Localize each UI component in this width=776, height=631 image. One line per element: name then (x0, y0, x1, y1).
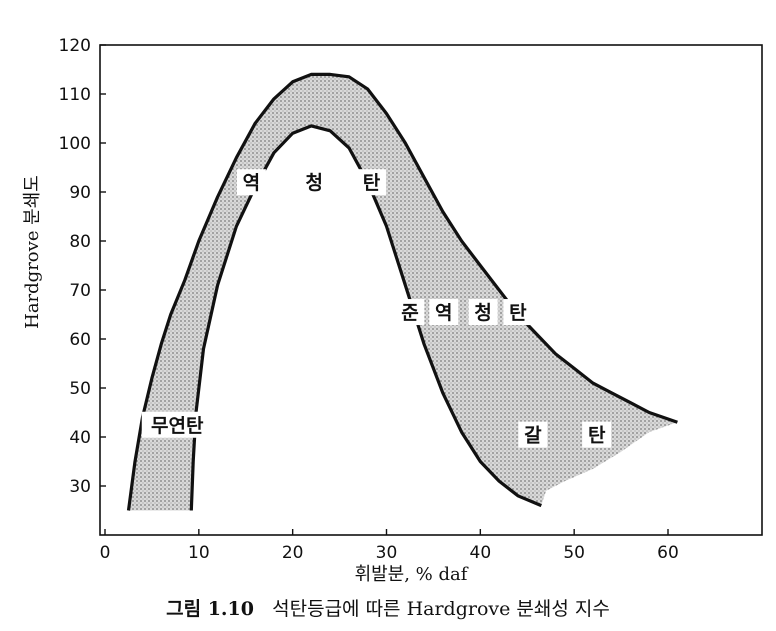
y-axis-title: Hardgrove 분쇄도 (22, 175, 43, 329)
region-label: 갈 (518, 421, 548, 448)
region-label-bg (503, 299, 533, 326)
x-axis-title: 휘발분, % daf (355, 564, 469, 585)
inner-boundary-line (189, 124, 542, 511)
region-label-text: 역 (435, 302, 452, 324)
region-label-text: 준 (401, 302, 418, 324)
y-tick-label: 50 (69, 379, 91, 399)
y-tick-label: 60 (69, 330, 91, 350)
y-tick-label: 120 (59, 36, 91, 56)
chart-svg: 0 10 20 30 40 50 60 30 40 50 60 70 80 90 100 110 120 무연탄… (22, 36, 763, 585)
x-tick-label: 20 (282, 543, 304, 563)
x-tick-label: 10 (188, 543, 210, 563)
region-label: 탄 (503, 299, 533, 326)
region-label-bg (429, 299, 459, 326)
region-label-text: 역 (243, 172, 260, 194)
figure-number: 그림 1.10 (166, 598, 254, 620)
region-label-text: 탄 (363, 172, 381, 194)
outer-boundary-line (126, 72, 678, 511)
x-tick-label: 0 (100, 543, 111, 563)
y-tick-label: 80 (69, 232, 91, 252)
figure-caption: 그림 1.10 석탄등급에 따른 Hardgrove 분쇄성 지수 (0, 594, 776, 621)
x-tick-label: 60 (657, 543, 679, 563)
region-label-bg (518, 421, 548, 448)
band-fill (128, 74, 678, 511)
region-label-text: 청 (306, 172, 323, 194)
region-label-text: 갈 (524, 425, 542, 447)
x-tick-label: 50 (563, 543, 585, 563)
x-tick-label: 30 (376, 543, 398, 563)
region-label-bg (356, 169, 386, 196)
y-tick-label: 40 (69, 428, 91, 448)
region-label: 청 (299, 169, 329, 196)
region-label-text: 청 (474, 302, 491, 324)
region-label: 역 (236, 169, 266, 196)
region-label-text: 탄 (509, 302, 527, 324)
y-tick-label: 30 (69, 477, 91, 497)
region-label-text: 무연탄 (151, 415, 204, 437)
figure-caption-text: 석탄등급에 따른 Hardgrove 분쇄성 지수 (272, 598, 610, 620)
y-tick-label: 90 (69, 183, 91, 203)
region-label: 준 (395, 299, 425, 326)
region-label-bg (299, 169, 329, 196)
region-label: 청 (468, 299, 498, 326)
region-label: 역 (429, 299, 459, 326)
region-label: 탄 (356, 169, 386, 196)
region-label-bg (141, 411, 213, 438)
region-label-bg (395, 299, 425, 326)
y-tick-label: 110 (59, 85, 91, 105)
region-label: 무연탄 (141, 411, 213, 438)
y-tick-label: 100 (59, 134, 91, 154)
region-label-bg (236, 169, 266, 196)
region-label-text: 탄 (588, 425, 606, 447)
region-label-bg (468, 299, 498, 326)
y-tick-label: 70 (69, 281, 91, 301)
region-label-bg (582, 421, 612, 448)
x-tick-label: 40 (470, 543, 492, 563)
region-label: 탄 (582, 421, 612, 448)
